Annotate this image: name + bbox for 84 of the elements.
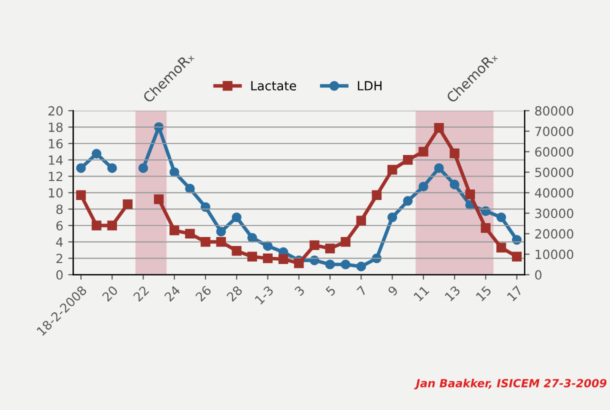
point (107, 163, 117, 173)
point (402, 196, 413, 206)
x-tick-label: 3 (294, 285, 306, 296)
point (170, 226, 180, 236)
x-tick-label: 22 (132, 285, 150, 302)
point (170, 167, 180, 178)
point (216, 237, 226, 247)
point (402, 155, 413, 165)
y-tick-label: 6 (56, 220, 63, 230)
point (92, 220, 102, 230)
y2-tick-label: 10000 (536, 250, 574, 260)
point (325, 244, 335, 254)
point (496, 212, 506, 222)
point (232, 212, 242, 222)
point (512, 252, 522, 262)
y-tick-label: 18 (48, 122, 63, 132)
point (154, 194, 164, 204)
point (465, 189, 475, 200)
point (480, 223, 491, 233)
point (294, 258, 304, 268)
point (185, 228, 195, 239)
y2-tick-label: 60000 (535, 147, 574, 157)
y-tick-label: 20 (48, 106, 63, 116)
y-tick-label: 4 (56, 238, 63, 247)
text: Jan Baakker, ISICEM 27-3-2009 (414, 378, 606, 390)
point (340, 260, 350, 270)
y-tick-label: 12 (48, 172, 62, 182)
point (310, 240, 320, 250)
y-tick-label: 2 (56, 254, 62, 264)
point (76, 163, 86, 173)
point (418, 182, 428, 192)
point (356, 262, 366, 272)
point (185, 184, 195, 194)
x-tick-label: 17 (506, 285, 523, 302)
point (418, 146, 428, 157)
point (76, 190, 86, 200)
point (107, 220, 117, 230)
legend-label: LDH (358, 81, 382, 90)
x-tick-label: 7 (356, 285, 368, 296)
point (278, 254, 288, 264)
point (92, 148, 102, 159)
y2-tick-label: 70000 (535, 126, 574, 136)
point (247, 252, 258, 262)
point (247, 232, 258, 243)
x-tick-label: 26 (195, 285, 212, 302)
y-tick-label: 16 (48, 138, 63, 148)
x-tick-label: 11 (413, 286, 430, 302)
x-tick-label: 13 (444, 285, 461, 302)
x-tick-label: 15 (476, 285, 492, 302)
y2-tick-label: 20000 (535, 229, 574, 239)
point (496, 242, 506, 252)
point (138, 163, 148, 173)
x-tick-label: 5 (325, 285, 336, 296)
point (434, 163, 444, 173)
y2-tick-label: 80000 (535, 106, 574, 116)
point (262, 253, 273, 264)
y2-tick-label: 40000 (534, 188, 574, 198)
point (372, 190, 382, 200)
point (216, 226, 226, 237)
y2-tick-label: 0 (535, 270, 542, 280)
point (200, 237, 210, 247)
point (434, 123, 444, 133)
y-tick-label: 10 (48, 188, 63, 198)
point (340, 237, 350, 247)
point (387, 164, 398, 175)
point (262, 241, 273, 251)
y-tick-label: 14 (48, 156, 63, 165)
x-tick-label: 20 (102, 285, 118, 302)
y-tick-label: 8 (56, 204, 63, 214)
x-tick-label: 24 (164, 285, 181, 302)
y2-tick-label: 30000 (535, 208, 574, 218)
x-tick-label: 9 (387, 285, 399, 296)
point (122, 199, 133, 210)
y-tick-label: 0 (56, 270, 63, 280)
point (387, 212, 398, 222)
x-tick-label: 1-3 (254, 285, 274, 305)
point (450, 148, 460, 158)
point (232, 246, 242, 256)
x-tick-label: 28 (226, 285, 243, 302)
legend-label: Lactate (251, 81, 296, 90)
point (450, 180, 460, 190)
y2-tick-label: 50000 (535, 168, 574, 178)
point (325, 260, 335, 270)
point (356, 216, 366, 226)
